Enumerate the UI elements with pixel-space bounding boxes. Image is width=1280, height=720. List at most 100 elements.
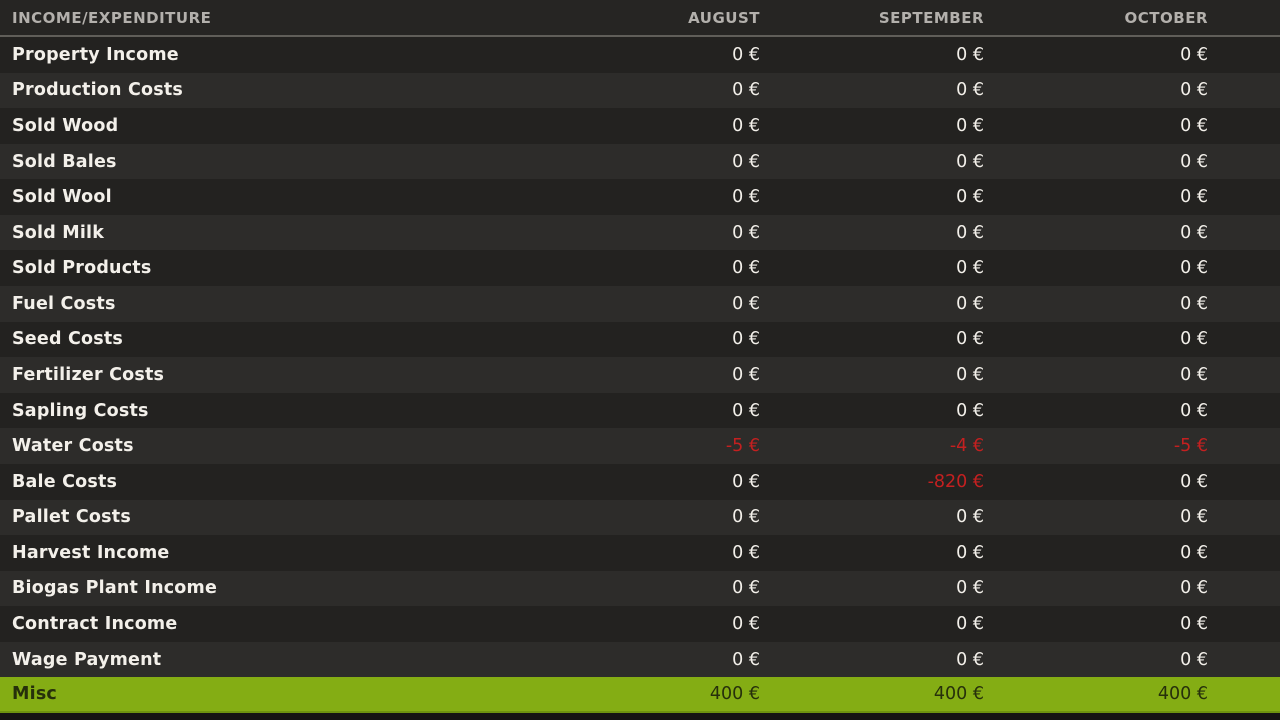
row-value-september: -4 € <box>949 436 984 457</box>
table-row[interactable]: Misc 400 € 400 € 400 € <box>0 677 1280 713</box>
row-value-september: 0 € <box>956 542 984 563</box>
row-label: Sold Milk <box>12 222 105 243</box>
row-value-september: 0 € <box>956 400 984 421</box>
row-label: Fuel Costs <box>12 293 116 314</box>
row-value-august: 0 € <box>732 115 760 136</box>
table-row[interactable]: Sapling Costs 0 € 0 € 0 € <box>0 392 1280 429</box>
row-value-september: 0 € <box>956 115 984 136</box>
row-value-october: 0 € <box>1180 649 1208 670</box>
row-value-august: 0 € <box>732 329 760 350</box>
row-value-september: -820 € <box>927 471 984 492</box>
row-value-august: 0 € <box>732 222 760 243</box>
row-value-october: 0 € <box>1180 115 1208 136</box>
row-value-september: 0 € <box>956 222 984 243</box>
table-row[interactable]: Sold Milk 0 € 0 € 0 € <box>0 214 1280 251</box>
row-value-september: 0 € <box>956 258 984 279</box>
column-header-august: AUGUST <box>688 8 760 27</box>
row-label: Water Costs <box>12 436 134 457</box>
row-value-august: 0 € <box>732 578 760 599</box>
row-value-september: 0 € <box>956 44 984 65</box>
row-value-august: 0 € <box>732 400 760 421</box>
column-header-september: SEPTEMBER <box>878 8 984 27</box>
row-label: Sold Wool <box>12 187 112 208</box>
table-row[interactable]: Sold Bales 0 € 0 € 0 € <box>0 143 1280 180</box>
row-value-october: 0 € <box>1180 471 1208 492</box>
row-value-august: 0 € <box>732 542 760 563</box>
row-value-august: 0 € <box>732 44 760 65</box>
table-rows: Property Income 0 € 0 € 0 € Production Costs… <box>0 37 1280 713</box>
row-value-september: 0 € <box>956 649 984 670</box>
row-label: Pallet Costs <box>12 507 131 528</box>
row-value-october: 0 € <box>1180 578 1208 599</box>
row-value-september: 400 € <box>933 684 984 705</box>
row-label: Harvest Income <box>12 542 170 563</box>
row-value-september: 0 € <box>956 187 984 208</box>
table-row[interactable]: Pallet Costs 0 € 0 € 0 € <box>0 499 1280 536</box>
row-value-september: 0 € <box>956 293 984 314</box>
table-row[interactable]: Sold Products 0 € 0 € 0 € <box>0 250 1280 287</box>
column-header-october: OCTOBER <box>1124 8 1208 27</box>
row-value-september: 0 € <box>956 80 984 101</box>
row-value-september: 0 € <box>956 151 984 172</box>
row-value-september: 0 € <box>956 329 984 350</box>
row-value-august: 0 € <box>732 293 760 314</box>
row-label: Wage Payment <box>12 649 162 670</box>
table-row[interactable]: Biogas Plant Income 0 € 0 € 0 € <box>0 570 1280 607</box>
row-value-october: 0 € <box>1180 151 1208 172</box>
table-header-label: INCOME/EXPENDITURE <box>12 8 212 27</box>
table-row[interactable]: Seed Costs 0 € 0 € 0 € <box>0 321 1280 358</box>
table-row[interactable]: Bale Costs 0 € -820 € 0 € <box>0 463 1280 500</box>
row-label: Production Costs <box>12 80 184 101</box>
row-value-august: 400 € <box>709 684 760 705</box>
row-label: Sold Products <box>12 258 152 279</box>
row-value-october: 0 € <box>1180 542 1208 563</box>
row-value-september: 0 € <box>956 578 984 599</box>
table-row[interactable]: Sold Wool 0 € 0 € 0 € <box>0 179 1280 215</box>
row-value-august: 0 € <box>732 80 760 101</box>
row-value-august: 0 € <box>732 364 760 385</box>
table-row[interactable]: Water Costs -5 € -4 € -5 € <box>0 428 1280 464</box>
row-label: Sapling Costs <box>12 400 149 421</box>
row-value-august: 0 € <box>732 258 760 279</box>
table-row[interactable]: Harvest Income 0 € 0 € 0 € <box>0 535 1280 571</box>
row-value-august: 0 € <box>732 507 760 528</box>
row-value-october: 0 € <box>1180 187 1208 208</box>
table-row[interactable]: Sold Wood 0 € 0 € 0 € <box>0 108 1280 144</box>
row-value-august: 0 € <box>732 614 760 635</box>
row-value-october: 0 € <box>1180 329 1208 350</box>
row-value-october: 400 € <box>1157 684 1208 705</box>
row-value-october: 0 € <box>1180 364 1208 385</box>
row-value-september: 0 € <box>956 614 984 635</box>
row-label: Biogas Plant Income <box>12 578 218 599</box>
table-row[interactable]: Property Income 0 € 0 € 0 € <box>0 37 1280 73</box>
row-value-october: 0 € <box>1180 293 1208 314</box>
table-row[interactable]: Contract Income 0 € 0 € 0 € <box>0 606 1280 642</box>
row-label: Sold Wood <box>12 115 119 136</box>
row-label: Property Income <box>12 44 179 65</box>
row-value-october: 0 € <box>1180 507 1208 528</box>
row-label: Misc <box>12 684 58 705</box>
table-row[interactable]: Production Costs 0 € 0 € 0 € <box>0 72 1280 109</box>
row-value-august: -5 € <box>725 436 760 457</box>
row-label: Seed Costs <box>12 329 124 350</box>
table-row[interactable]: Fuel Costs 0 € 0 € 0 € <box>0 286 1280 322</box>
row-label: Contract Income <box>12 614 178 635</box>
row-value-october: 0 € <box>1180 258 1208 279</box>
row-label: Fertilizer Costs <box>12 364 165 385</box>
table-header: INCOME/EXPENDITURE AUGUST SEPTEMBER OCTO… <box>0 0 1280 37</box>
table-row[interactable]: Fertilizer Costs 0 € 0 € 0 € <box>0 357 1280 393</box>
row-value-september: 0 € <box>956 507 984 528</box>
table-row[interactable]: Wage Payment 0 € 0 € 0 € <box>0 641 1280 678</box>
row-value-october: -5 € <box>1173 436 1208 457</box>
row-value-august: 0 € <box>732 187 760 208</box>
row-value-august: 0 € <box>732 151 760 172</box>
row-value-october: 0 € <box>1180 80 1208 101</box>
row-label: Bale Costs <box>12 471 118 492</box>
row-value-september: 0 € <box>956 364 984 385</box>
row-value-august: 0 € <box>732 471 760 492</box>
row-value-october: 0 € <box>1180 44 1208 65</box>
row-value-october: 0 € <box>1180 400 1208 421</box>
row-value-october: 0 € <box>1180 614 1208 635</box>
row-value-october: 0 € <box>1180 222 1208 243</box>
